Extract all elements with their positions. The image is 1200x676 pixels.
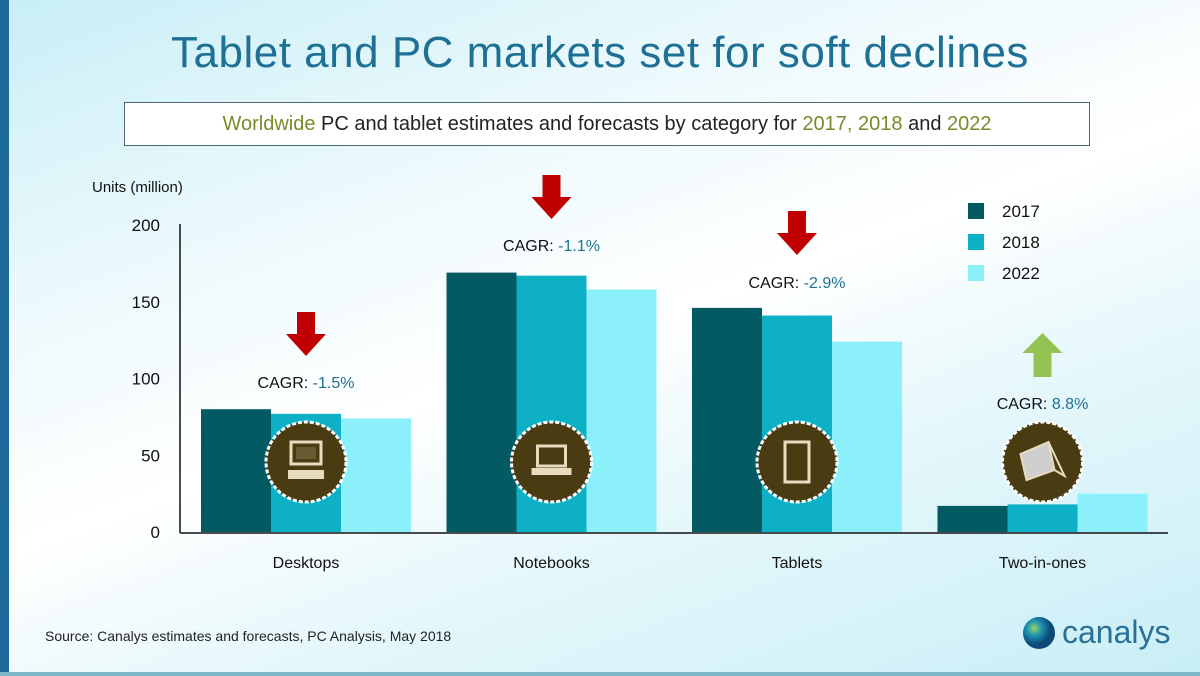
source-note: Source: Canalys estimates and forecasts,… <box>45 628 452 644</box>
down-arrow-icon <box>777 211 817 255</box>
subtitle-part: Worldwide <box>222 113 316 135</box>
legend-swatch-2022 <box>968 265 984 281</box>
y-tick-label: 200 <box>132 216 160 235</box>
two-in-one-icon <box>1001 420 1084 504</box>
bar-2018-two-in-ones <box>1007 504 1078 532</box>
cagr-prefix: CAGR: <box>503 238 558 255</box>
x-tick-label: Desktops <box>273 555 340 572</box>
cagr-label: CAGR: -2.9% <box>749 275 846 292</box>
y-tick-label: 50 <box>141 446 160 465</box>
subtitle-part: 2022 <box>947 113 992 135</box>
legend-label: 2017 <box>1002 202 1040 221</box>
down-arrow-icon <box>286 312 326 356</box>
bar-2022-tablets <box>832 341 902 532</box>
globe-icon <box>1023 616 1055 649</box>
down-arrow-icon <box>531 175 572 219</box>
y-axis-label: Units (million) <box>92 179 183 196</box>
subtitle-part: 2017, 2018 <box>802 113 903 135</box>
cagr-value: -1.5% <box>313 375 355 392</box>
x-tick-label: Notebooks <box>513 555 590 572</box>
x-tick-label: Tablets <box>772 555 823 572</box>
bar-2017-notebooks <box>446 272 517 532</box>
subtitle-part: and <box>902 113 947 135</box>
up-arrow-icon <box>1022 333 1063 377</box>
cagr-prefix: CAGR: <box>258 375 313 392</box>
legend-swatch-2017 <box>968 203 984 219</box>
bar-2017-tablets <box>692 307 762 532</box>
desktop-icon <box>264 420 348 504</box>
bar-2017-desktops <box>201 409 271 532</box>
logo-text: canalys <box>1062 614 1171 650</box>
cagr-annotation-desktops: CAGR: -1.5% <box>258 312 355 504</box>
subtitle-part: PC and tablet estimates and forecasts by… <box>315 113 803 135</box>
bar-2022-notebooks <box>586 289 657 532</box>
canalys-logo: canalys <box>1022 614 1171 651</box>
cagr-annotation-tablets: CAGR: -2.9% <box>749 211 846 504</box>
tablet-icon <box>755 420 839 504</box>
bar-2022-desktops <box>341 418 411 532</box>
cagr-prefix: CAGR: <box>749 275 804 292</box>
cagr-value: 8.8% <box>1052 396 1088 413</box>
cagr-prefix: CAGR: <box>997 396 1052 413</box>
y-tick-label: 150 <box>132 293 160 312</box>
bar-2022-two-in-ones <box>1077 493 1148 532</box>
legend-swatch-2018 <box>968 234 984 250</box>
bar-2017-two-in-ones <box>937 505 1008 532</box>
cagr-label: CAGR: 8.8% <box>997 396 1089 413</box>
y-tick-label: 100 <box>132 370 160 389</box>
cagr-annotation-two-in-ones: CAGR: 8.8% <box>997 333 1089 504</box>
page-title: Tablet and PC markets set for soft decli… <box>171 28 1029 77</box>
legend-label: 2018 <box>1002 233 1040 252</box>
legend-label: 2022 <box>1002 264 1040 283</box>
cagr-value: -2.9% <box>804 275 846 292</box>
cagr-value: -1.1% <box>558 238 600 255</box>
cagr-label: CAGR: -1.5% <box>258 375 355 392</box>
x-tick-label: Two-in-ones <box>999 555 1086 572</box>
y-tick-label: 0 <box>151 523 160 542</box>
left-accent-bar <box>0 0 9 676</box>
bottom-accent-bar <box>0 672 1200 676</box>
laptop-icon <box>510 420 593 504</box>
cagr-label: CAGR: -1.1% <box>503 238 600 255</box>
subtitle-box: Worldwide PC and tablet estimates and fo… <box>124 102 1090 146</box>
cagr-annotation-notebooks: CAGR: -1.1% <box>503 175 600 504</box>
